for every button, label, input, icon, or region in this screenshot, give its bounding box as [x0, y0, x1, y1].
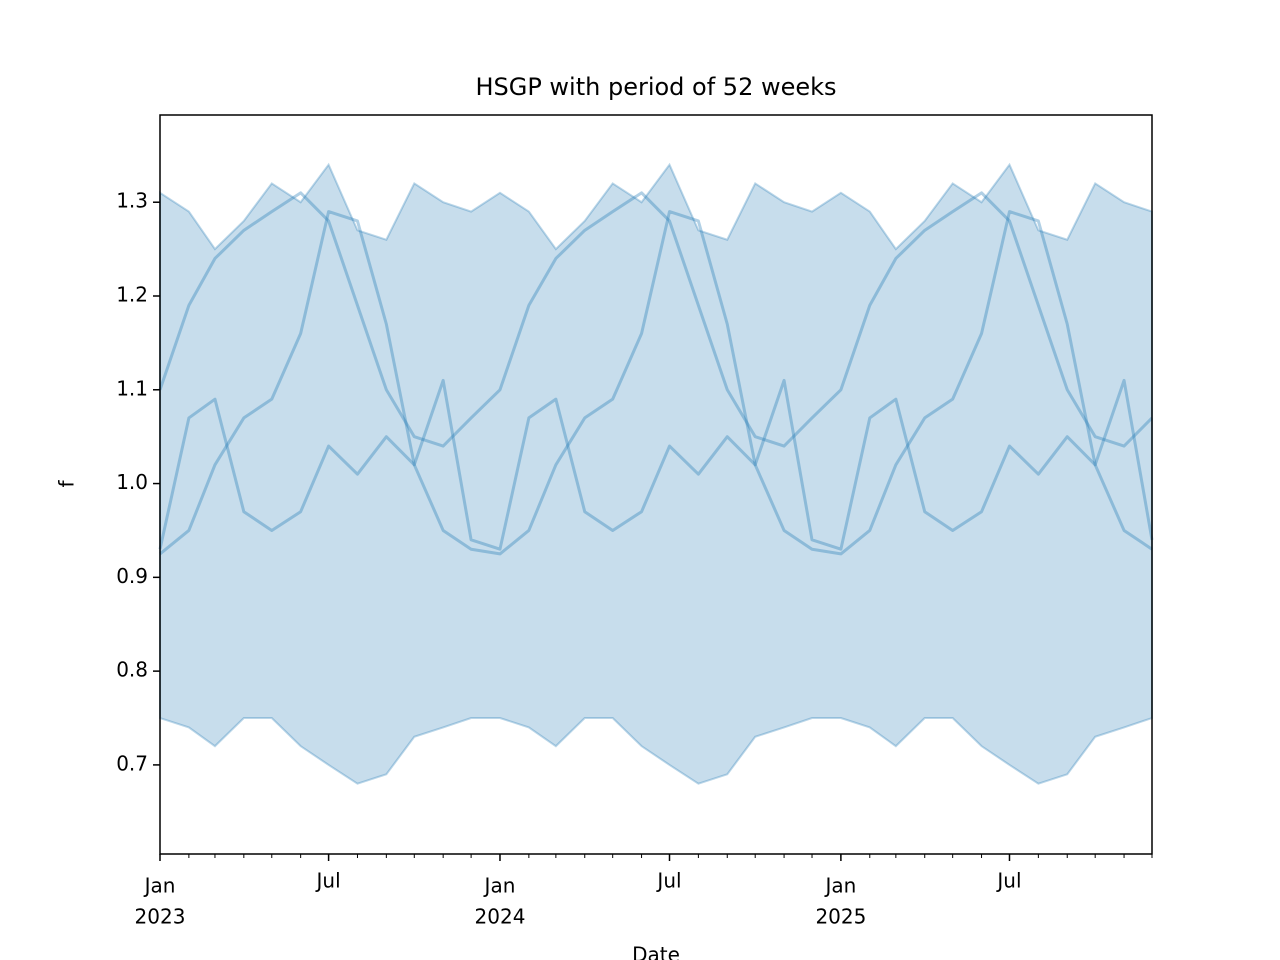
y-tick-label: 1.2	[116, 282, 148, 306]
sample-line	[158, 378, 1154, 551]
x-tick-label: 2023	[135, 905, 186, 929]
sample-line	[159, 210, 1153, 556]
y-tick-label: 1.1	[116, 376, 148, 400]
y-tick-label: 0.8	[116, 658, 148, 682]
y-tick-label: 0.7	[116, 751, 148, 775]
y-tick-label: 1.3	[116, 189, 148, 213]
y-tick-label: 1.0	[116, 470, 148, 494]
plot-frame	[159, 114, 1153, 855]
x-tick-label: 2024	[475, 905, 526, 929]
sample-line	[158, 191, 1154, 448]
x-tick-label: Jul	[315, 869, 341, 893]
x-tick-label: Jan	[483, 874, 516, 898]
x-tick-label: 2025	[815, 905, 866, 929]
x-tick-label: Jul	[655, 869, 681, 893]
y-tick-label: 0.9	[116, 564, 148, 588]
x-tick-label: Jan	[143, 874, 176, 898]
x-tick-label: Jul	[995, 869, 1021, 893]
x-axis-label: Date	[632, 943, 680, 960]
chart-title: HSGP with period of 52 weeks	[475, 73, 836, 101]
y-axis-label: f	[55, 480, 79, 488]
x-tick-label: Jan	[823, 874, 856, 898]
